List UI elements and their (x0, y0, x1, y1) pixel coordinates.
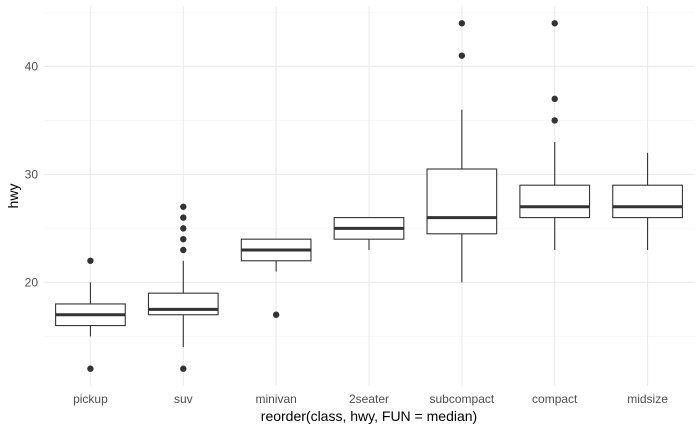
x-tick-label: compact (532, 392, 578, 406)
iqr-box (147, 292, 219, 316)
x-tick-label: 2seater (349, 392, 389, 406)
outlier-point (272, 311, 280, 318)
outlier-point (87, 365, 94, 372)
y-tick-label: 40 (25, 59, 39, 73)
x-tick-label: subcompact (430, 392, 495, 406)
outlier-point (180, 203, 187, 210)
outlier-point (180, 225, 187, 232)
boxes (55, 20, 683, 372)
y-axis-title: hwy (5, 184, 21, 209)
y-axis-ticks: 20 30 40 (25, 59, 39, 289)
outlier-point (180, 235, 187, 243)
outlier-point (180, 246, 187, 254)
outlier-point (458, 52, 466, 59)
box-subcompact (426, 20, 498, 283)
box-2seater (333, 217, 405, 250)
x-axis-ticks: pickup suv minivan 2seater subcompact compact… (73, 392, 668, 406)
x-tick-label: suv (174, 392, 193, 406)
iqr-box (519, 184, 591, 219)
outlier-point (551, 95, 558, 103)
x-tick-label: midsize (627, 392, 668, 406)
outlier-point (180, 365, 187, 372)
outlier-point (458, 20, 466, 27)
box-compact (519, 20, 591, 250)
y-tick-label: 20 (25, 275, 39, 289)
box-pickup (55, 257, 126, 372)
box-minivan (240, 238, 312, 318)
x-axis-title: reorder(class, hwy, FUN = median) (261, 408, 477, 424)
iqr-box (612, 184, 683, 219)
outlier-point (551, 117, 558, 124)
outlier-point (180, 214, 187, 221)
box-midsize (612, 152, 683, 250)
iqr-box (426, 168, 498, 235)
outlier-point (551, 20, 558, 27)
box-suv (147, 203, 219, 372)
x-tick-label: minivan (255, 392, 296, 406)
outlier-point (87, 257, 94, 264)
x-tick-label: pickup (73, 392, 108, 406)
y-tick-label: 30 (25, 167, 39, 181)
